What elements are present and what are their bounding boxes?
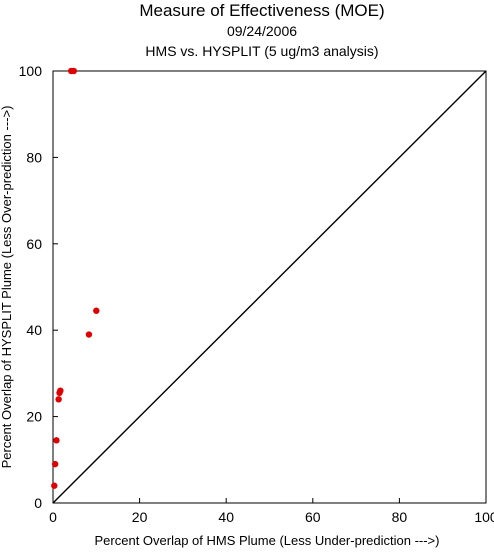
data-point	[57, 387, 64, 394]
chart-date: 09/24/2006	[227, 23, 297, 39]
x-tick-label: 60	[305, 509, 321, 525]
reference-diagonal-line	[52, 70, 487, 504]
data-point	[51, 460, 59, 468]
data-point	[93, 307, 100, 314]
y-tick-label: 80	[26, 149, 42, 165]
x-tick-label: 80	[392, 509, 408, 525]
y-tick-label: 60	[26, 236, 42, 252]
chart-title: Measure of Effectiveness (MOE)	[139, 1, 384, 20]
data-point	[70, 67, 77, 75]
data-point	[55, 396, 62, 403]
x-tick-label: 20	[132, 509, 148, 525]
chart-subtitle: HMS vs. HYSPLIT (5 ug/m3 analysis)	[145, 43, 378, 59]
y-tick-label: 100	[19, 63, 43, 79]
y-tick-label: 0	[34, 495, 42, 511]
data-point	[85, 331, 93, 338]
y-tick-label: 20	[26, 409, 42, 425]
plot-frame	[52, 70, 487, 504]
data-point	[51, 482, 58, 489]
x-tick-label: 40	[218, 509, 234, 525]
x-axis-label: Percent Overlap of HMS Plume (Less Under…	[95, 533, 440, 548]
plot-area: 0 20 40 60 80 100 0 20 40 60 80 100	[19, 63, 494, 525]
data-point	[53, 437, 60, 444]
x-tick-label: 0	[49, 509, 57, 525]
y-tick-label: 40	[26, 322, 42, 338]
x-tick-label: 100	[474, 509, 494, 525]
y-axis-label: Percent Overlap of HYSPLIT Plume (Less O…	[0, 106, 14, 469]
